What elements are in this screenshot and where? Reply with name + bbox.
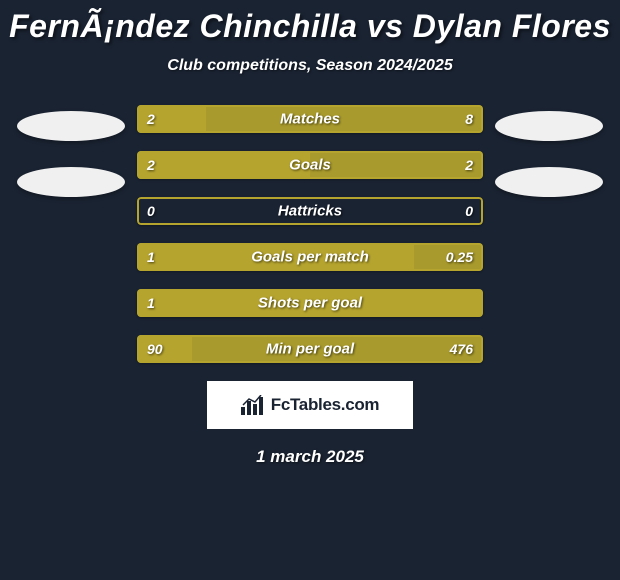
- stat-bar: 90 Min per goal 476: [137, 335, 483, 363]
- stat-label: Goals: [289, 157, 331, 174]
- stat-label: Shots per goal: [258, 295, 362, 312]
- date-label: 1 march 2025: [0, 447, 620, 467]
- stat-value-left: 1: [147, 249, 155, 265]
- stat-bar: 2 Matches 8: [137, 105, 483, 133]
- chart-icon: [241, 395, 265, 415]
- stat-bars: 2 Matches 8 2 Goals 2 0 Hattricks 0 1 Goals per ma…: [137, 105, 483, 363]
- stat-value-left: 0: [147, 203, 155, 219]
- right-avatar-column: [495, 105, 603, 197]
- player-left-avatar-2: [17, 167, 125, 197]
- bar-right-fill: [310, 151, 483, 179]
- fctables-logo[interactable]: FcTables.com: [207, 381, 413, 429]
- page-title: FernÃ¡ndez Chinchilla vs Dylan Flores: [0, 8, 620, 45]
- stat-value-left: 2: [147, 157, 155, 173]
- stat-value-right: 0.25: [446, 249, 473, 265]
- bar-right-fill: [206, 105, 483, 133]
- player-right-avatar-2: [495, 167, 603, 197]
- stat-label: Matches: [280, 111, 340, 128]
- stat-value-right: 8: [465, 111, 473, 127]
- bar-left-fill: [137, 151, 310, 179]
- stat-value-left: 90: [147, 341, 163, 357]
- stat-value-right: 0: [465, 203, 473, 219]
- comparison-infographic: FernÃ¡ndez Chinchilla vs Dylan Flores Cl…: [0, 0, 620, 467]
- stat-label: Min per goal: [266, 341, 354, 358]
- logo-text: FcTables.com: [271, 395, 380, 415]
- stat-label: Goals per match: [251, 249, 369, 266]
- stat-bar: 0 Hattricks 0: [137, 197, 483, 225]
- stat-bar: 1 Goals per match 0.25: [137, 243, 483, 271]
- left-avatar-column: [17, 105, 125, 197]
- stat-value-right: 2: [465, 157, 473, 173]
- stat-value-right: 476: [450, 341, 473, 357]
- stat-label: Hattricks: [278, 203, 342, 220]
- player-right-avatar-1: [495, 111, 603, 141]
- stat-bar: 2 Goals 2: [137, 151, 483, 179]
- stat-bar: 1 Shots per goal: [137, 289, 483, 317]
- comparison-area: 2 Matches 8 2 Goals 2 0 Hattricks 0 1 Goals per ma…: [0, 105, 620, 363]
- stat-value-left: 2: [147, 111, 155, 127]
- bar-left-fill: [137, 335, 192, 363]
- stat-value-left: 1: [147, 295, 155, 311]
- subtitle: Club competitions, Season 2024/2025: [0, 57, 620, 75]
- player-left-avatar-1: [17, 111, 125, 141]
